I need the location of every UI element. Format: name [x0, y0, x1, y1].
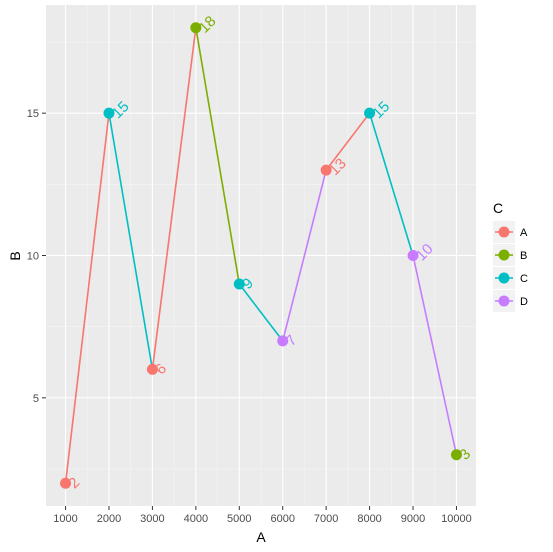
- x-tick-label: 7000: [314, 513, 338, 525]
- legend-key-point: [498, 272, 510, 284]
- legend-title: C: [493, 200, 503, 216]
- x-tick-label: 1000: [53, 513, 77, 525]
- x-tick-label: 8000: [357, 513, 381, 525]
- x-axis-title: A: [256, 529, 266, 545]
- y-axis-title: B: [7, 251, 23, 260]
- x-tick-label: 4000: [184, 513, 208, 525]
- data-point: [320, 164, 332, 176]
- legend-label-C: C: [520, 273, 528, 285]
- y-tick-label: 10: [27, 251, 39, 263]
- data-points: [60, 22, 462, 489]
- series-segment-A: [64, 113, 110, 484]
- x-tick-label: 2000: [97, 513, 121, 525]
- legend-key-point: [498, 226, 510, 238]
- series-segment-C: [108, 113, 154, 370]
- x-tick-label: 10000: [441, 513, 472, 525]
- series-segment-C: [238, 283, 284, 342]
- data-point: [146, 363, 158, 375]
- series-segment-B: [195, 27, 241, 285]
- legend-label-D: D: [520, 296, 528, 308]
- series-segment-A: [151, 27, 197, 370]
- y-axis-ticks: 5 10 15: [27, 108, 46, 405]
- data-point: [60, 477, 72, 489]
- data-point: [407, 250, 419, 261]
- series-lines: [64, 27, 458, 484]
- legend-label-B: B: [520, 250, 527, 262]
- legend-label-A: A: [520, 227, 528, 239]
- x-tick-label: 3000: [140, 513, 164, 525]
- y-tick-label: 5: [33, 393, 39, 405]
- y-tick-label: 15: [27, 108, 39, 120]
- x-axis-ticks: 1000 2000 3000 4000 5000 6000 7000 8000 9000 1000…: [53, 506, 472, 525]
- series-segment-A: [325, 112, 371, 171]
- x-tick-label: 9000: [401, 513, 425, 525]
- x-tick-label: 6000: [270, 513, 294, 525]
- data-point: [190, 22, 202, 34]
- series-segment-C: [368, 112, 414, 256]
- x-tick-label: 5000: [227, 513, 251, 525]
- data-point: [364, 107, 376, 119]
- legend-key-point: [498, 249, 510, 261]
- data-point: [450, 449, 462, 461]
- data-point: [277, 335, 289, 347]
- series-segment-D: [281, 169, 327, 342]
- legend-key-point: [498, 295, 510, 307]
- series-segment-D: [412, 255, 458, 455]
- data-point: [233, 278, 245, 290]
- data-point: [103, 107, 115, 119]
